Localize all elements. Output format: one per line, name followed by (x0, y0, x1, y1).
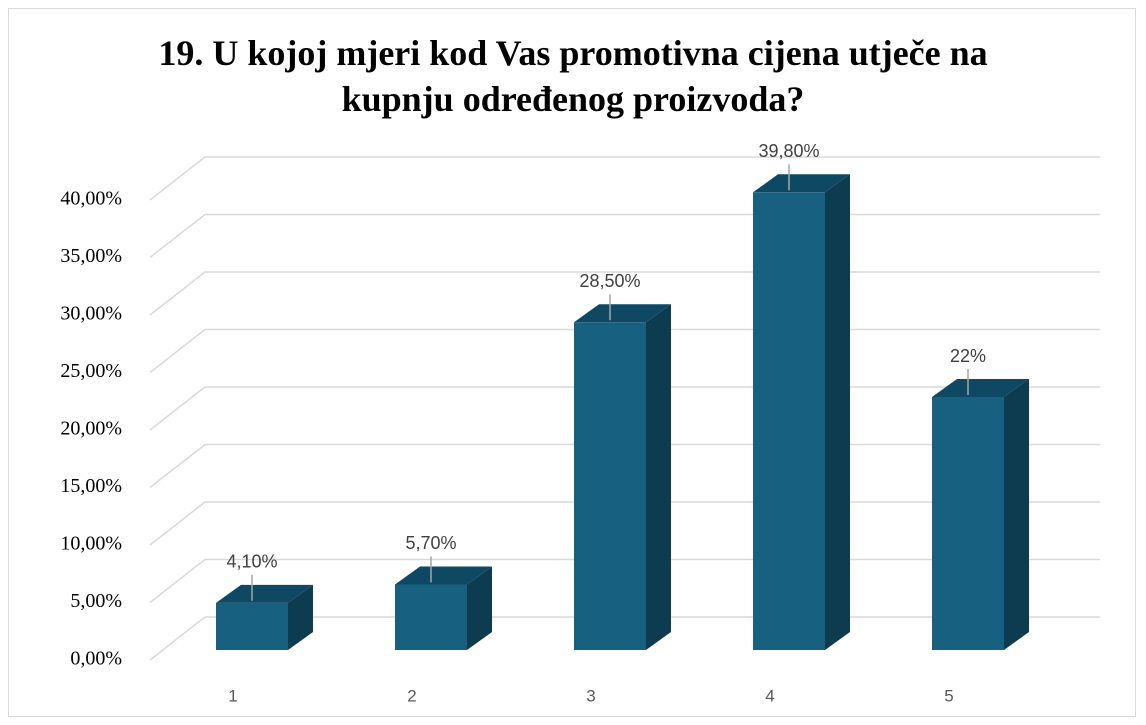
bar-top (753, 174, 850, 193)
y-tick-label: 10,00% (60, 533, 122, 555)
y-tick-label: 25,00% (60, 360, 122, 382)
y-tick-label: 30,00% (60, 303, 122, 325)
y-tick-label: 15,00% (60, 475, 122, 497)
y-tick-label: 35,00% (60, 245, 122, 267)
x-tick-label: 2 (407, 686, 416, 705)
bar-side (1004, 379, 1029, 650)
value-label: 5,70% (405, 533, 456, 553)
value-label: 22% (950, 346, 986, 366)
value-label: 28,50% (579, 271, 640, 291)
bar-top (932, 379, 1029, 397)
x-tick-label: 1 (228, 686, 237, 705)
y-tick-label: 0,00% (70, 648, 122, 670)
chart-border (8, 8, 1136, 717)
x-tick-label: 4 (765, 686, 774, 705)
bar-side (467, 566, 492, 650)
bar-top (395, 566, 492, 585)
y-tick-label: 40,00% (60, 188, 122, 210)
bar (395, 584, 467, 650)
x-tick-label: 3 (586, 686, 595, 705)
value-label: 39,80% (758, 141, 819, 161)
bar (932, 397, 1004, 650)
bar-top (574, 304, 671, 323)
chart-title: 19. U kojoj mjeri kod Vas promotivna cij… (158, 33, 988, 119)
x-tick-label: 5 (944, 686, 953, 705)
y-tick-label: 5,00% (70, 590, 122, 612)
grid-line (149, 213, 1100, 259)
grid-line (149, 156, 1100, 201)
bar (753, 192, 825, 651)
bar (574, 322, 646, 650)
bar (216, 602, 288, 650)
value-label: 4,10% (226, 552, 277, 572)
bar-side (646, 304, 671, 650)
bar-top (216, 584, 313, 603)
y-tick-label: 20,00% (60, 418, 122, 440)
bar-side (825, 174, 850, 651)
bar-side (288, 584, 313, 650)
